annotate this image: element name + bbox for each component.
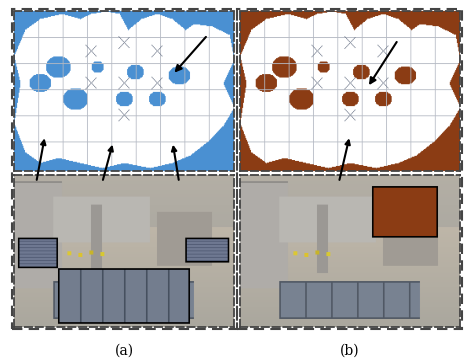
Text: (a): (a) [115,344,134,358]
Text: (b): (b) [340,344,360,358]
